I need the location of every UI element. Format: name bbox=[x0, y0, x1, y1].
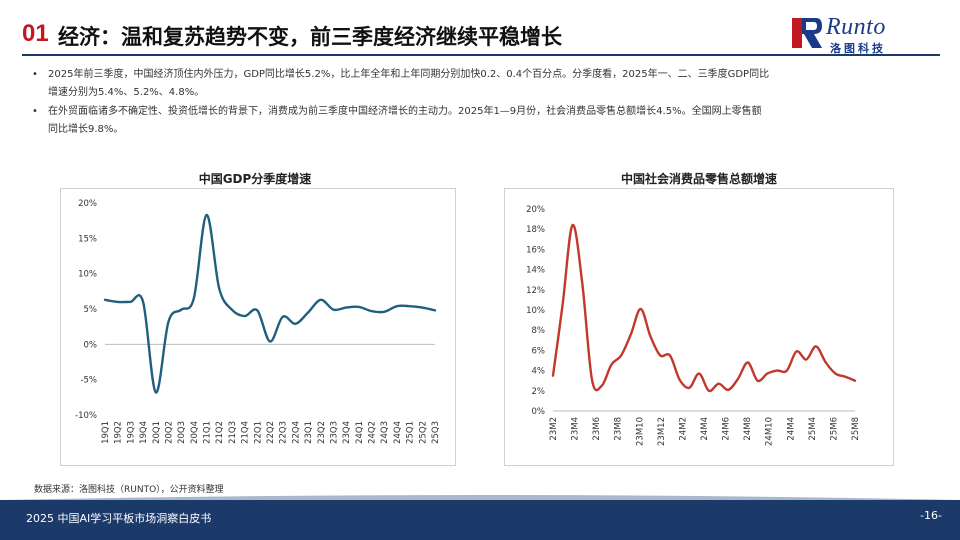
x-tick-label: 25Q1 bbox=[406, 421, 416, 444]
x-tick-label: 24Q1 bbox=[355, 421, 365, 444]
runto-logo: Runto 洛图科技 bbox=[788, 14, 938, 56]
bullet-item: • 在外贸面临诸多不确定性、投资低增长的背景下，消费成为前三季度中国经济增长的主… bbox=[30, 103, 930, 138]
y-tick-label: 16% bbox=[526, 245, 545, 255]
x-tick-label: 23Q2 bbox=[317, 421, 327, 444]
retail-chart-title: 中国社会消费品零售总额增速 bbox=[620, 172, 777, 186]
x-tick-label: 21Q4 bbox=[241, 421, 251, 444]
footer-title: 2025 中国AI学习平板市场洞察白皮书 bbox=[26, 512, 212, 525]
y-tick-label: -10% bbox=[75, 411, 97, 421]
y-tick-label: 10% bbox=[526, 306, 545, 316]
bullet-dot: • bbox=[32, 69, 38, 80]
y-tick-label: 20% bbox=[526, 205, 545, 215]
x-tick-label: 25Q2 bbox=[418, 421, 428, 444]
series-line bbox=[551, 223, 857, 393]
page-title: 经济：温和复苏趋势不变，前三季度经济继续平稳增长 bbox=[58, 25, 562, 49]
gdp-chart-svg: 20% 15% 10% 5% 0% -5% -10% 19Q1 19Q2 19Q3 19Q4 20Q1… bbox=[75, 199, 441, 444]
y-tick-label: 4% bbox=[532, 367, 546, 377]
y-tick-label: 14% bbox=[526, 266, 545, 276]
x-tick-label: 25M4 bbox=[808, 417, 818, 441]
x-tick-label: 23M4 bbox=[571, 417, 581, 441]
x-tick-label: 19Q2 bbox=[114, 421, 124, 444]
bullet-line: 2025年前三季度，中国经济顶住内外压力，GDP同比增长5.2%，比上年全年和上… bbox=[48, 69, 770, 80]
retail-chart: 20% 18% 16% 14% 12% 10% 8% 6% 4% 2% 0% 23M2 23M4 23M6… bbox=[504, 188, 894, 466]
bullet-dot: • bbox=[32, 106, 38, 117]
y-tick-label: 5% bbox=[84, 305, 98, 315]
x-tick-label: 25M6 bbox=[829, 417, 839, 441]
logo-subtitle: 洛图科技 bbox=[830, 42, 886, 55]
data-source-note: 数据来源：洛图科技（RUNTO），公开资料整理 bbox=[34, 485, 224, 495]
bullet-line: 增速分别为5.4%、5.2%、4.8%。 bbox=[48, 86, 205, 98]
y-tick-label: 8% bbox=[532, 326, 546, 336]
x-tick-label: 23M2 bbox=[549, 417, 559, 441]
page-number: -16- bbox=[920, 509, 942, 522]
y-tick-label: 0% bbox=[84, 340, 98, 350]
x-tick-label: 21Q3 bbox=[228, 421, 238, 444]
x-tick-label: 22Q3 bbox=[279, 421, 289, 444]
summary-bullets: • 2025年前三季度，中国经济顶住内外压力，GDP同比增长5.2%，比上年全年… bbox=[30, 66, 930, 140]
y-tick-label: 20% bbox=[78, 199, 97, 209]
x-tick-label: 24M10 bbox=[765, 417, 775, 446]
x-tick-label: 22Q4 bbox=[291, 421, 301, 444]
x-tick-label: 23M6 bbox=[592, 417, 602, 441]
x-tick-label: 21Q1 bbox=[203, 421, 213, 444]
x-tick-label: 23Q4 bbox=[342, 421, 352, 444]
x-tick-label: 23M8 bbox=[614, 417, 624, 441]
gdp-chart: 20% 15% 10% 5% 0% -5% -10% 19Q1 19Q2 19Q3 19Q4 20Q1… bbox=[60, 188, 456, 466]
x-tick-label: 20Q4 bbox=[190, 421, 200, 444]
x-tick-label: 24Q2 bbox=[368, 421, 378, 444]
x-tick-label: 24Q3 bbox=[380, 421, 390, 444]
x-tick-label: 21Q2 bbox=[215, 421, 225, 444]
footer-bar bbox=[0, 500, 960, 540]
section-number: 01 bbox=[22, 20, 49, 47]
y-tick-label: 15% bbox=[78, 234, 97, 244]
y-tick-label: 0% bbox=[532, 407, 546, 417]
x-tick-label: 24M8 bbox=[743, 417, 753, 441]
series-line bbox=[103, 213, 437, 394]
y-tick-label: 2% bbox=[532, 387, 546, 397]
x-tick-label: 23Q1 bbox=[304, 421, 314, 444]
x-tick-label: 24M4 bbox=[700, 417, 710, 441]
bullet-line: 在外贸面临诸多不确定性、投资低增长的背景下，消费成为前三季度中国经济增长的主动力… bbox=[48, 106, 762, 117]
x-tick-label: 24M6 bbox=[722, 417, 732, 441]
x-tick-label: 23M10 bbox=[635, 417, 645, 446]
bullet-item: • 2025年前三季度，中国经济顶住内外压力，GDP同比增长5.2%，比上年全年… bbox=[30, 66, 930, 101]
x-tick-label: 22Q2 bbox=[266, 421, 276, 444]
y-tick-label: 18% bbox=[526, 225, 545, 235]
x-tick-label: 25Q3 bbox=[431, 421, 441, 444]
y-tick-label: 12% bbox=[526, 286, 545, 296]
x-tick-label: 24M2 bbox=[678, 417, 688, 441]
x-tick-label: 23Q3 bbox=[329, 421, 339, 444]
x-tick-label: 22Q1 bbox=[253, 421, 263, 444]
x-tick-label: 20Q2 bbox=[164, 421, 174, 444]
y-tick-label: 6% bbox=[532, 346, 546, 356]
bullet-line: 同比增长9.8%。 bbox=[48, 123, 124, 135]
x-tick-label: 24M4 bbox=[786, 417, 796, 441]
x-tick-label: 19Q3 bbox=[126, 421, 136, 444]
x-tick-label: 19Q4 bbox=[139, 421, 149, 444]
title-divider bbox=[22, 54, 940, 56]
y-tick-label: 10% bbox=[78, 270, 97, 280]
y-tick-label: -5% bbox=[80, 376, 97, 386]
x-tick-label: 20Q3 bbox=[177, 421, 187, 444]
x-tick-label: 25M8 bbox=[851, 417, 861, 441]
gdp-chart-title: 中国GDP分季度增速 bbox=[198, 172, 312, 186]
retail-chart-svg: 20% 18% 16% 14% 12% 10% 8% 6% 4% 2% 0%23M2 23M4 23M6… bbox=[526, 205, 861, 446]
logo-wordmark: Runto bbox=[826, 14, 886, 40]
x-tick-label: 23M12 bbox=[657, 417, 667, 446]
x-tick-label: 20Q1 bbox=[152, 421, 162, 444]
runto-logo-mark bbox=[792, 18, 822, 48]
x-tick-label: 24Q4 bbox=[393, 421, 403, 444]
x-tick-label: 19Q1 bbox=[101, 421, 111, 444]
